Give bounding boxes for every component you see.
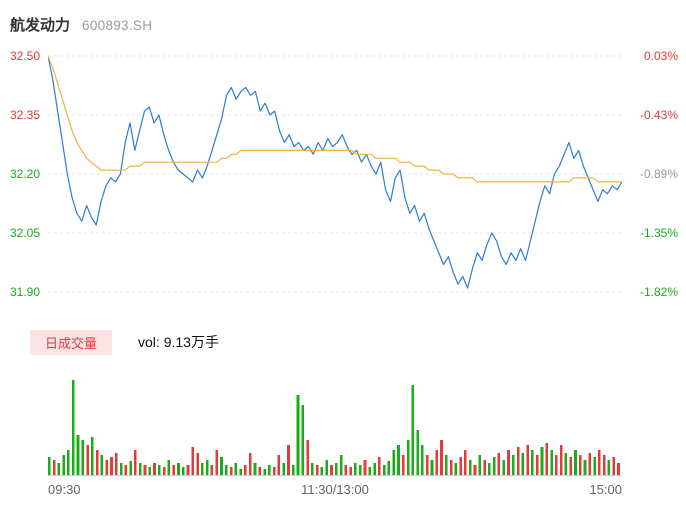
price-tick-2: 32.35 bbox=[10, 108, 41, 122]
stock-code: 600893.SH bbox=[82, 18, 153, 33]
time-label-close: 15:00 bbox=[589, 482, 622, 497]
volume-chart-plot[interactable] bbox=[48, 370, 622, 476]
price-chart-section: 32.50 32.35 32.20 32.05 31.90 0.03% -0.4… bbox=[8, 48, 678, 300]
price-line-chart[interactable] bbox=[48, 48, 622, 300]
pct-tick-2: -0.43% bbox=[639, 108, 678, 122]
price-tick-4: 32.05 bbox=[10, 226, 41, 240]
header: 航发动力 600893.SH bbox=[0, 0, 686, 40]
volume-header: 日成交量 vol: 9.13万手 bbox=[8, 329, 678, 355]
price-tick-1: 32.50 bbox=[10, 49, 41, 63]
pct-tick-5: -1.82% bbox=[639, 285, 678, 299]
price-chart-plot[interactable] bbox=[48, 48, 622, 300]
time-axis: 09:30 11:30/13:00 15:00 bbox=[8, 478, 678, 497]
daily-volume-badge[interactable]: 日成交量 bbox=[30, 329, 113, 355]
pct-tick-4: -1.35% bbox=[639, 226, 678, 240]
price-tick-3: 32.20 bbox=[10, 167, 41, 181]
price-tick-5: 31.90 bbox=[10, 285, 41, 299]
pct-tick-3: -0.89% bbox=[639, 167, 678, 181]
time-label-open: 09:30 bbox=[48, 482, 81, 497]
volume-bar-chart[interactable] bbox=[48, 370, 622, 476]
time-label-midday: 11:30/13:00 bbox=[301, 482, 369, 497]
stock-name: 航发动力 bbox=[10, 17, 71, 34]
volume-chart-section bbox=[8, 370, 678, 476]
volume-value: vol: 9.13万手 bbox=[138, 334, 219, 350]
pct-tick-1: 0.03% bbox=[643, 49, 678, 63]
